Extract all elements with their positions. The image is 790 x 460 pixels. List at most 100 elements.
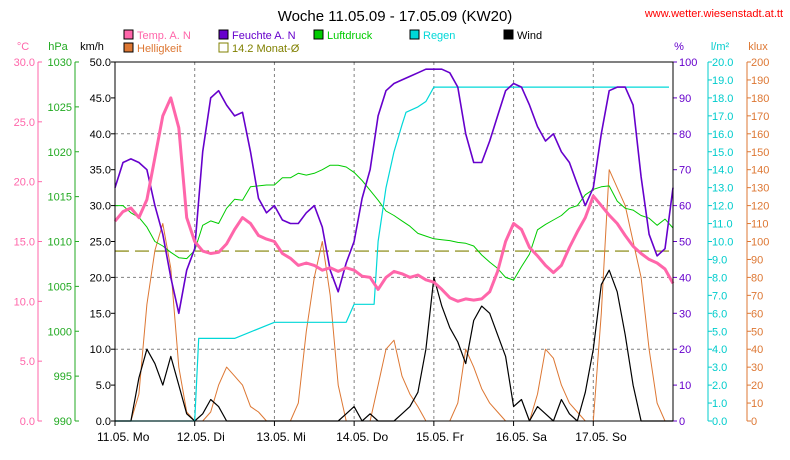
humidity-axis-tick-label: 100 (679, 57, 697, 69)
light-axis-tick-label: 10 (751, 398, 763, 410)
light-axis-unit: klux (748, 41, 768, 53)
wind-axis-tick-label: 45.0 (90, 93, 111, 105)
rain-axis-tick-label: 6.0 (712, 308, 727, 320)
series-layer (113, 68, 675, 422)
chart-title: Woche 11.05.09 - 17.05.09 (KW20) (278, 8, 513, 25)
rain-axis-tick-label: 14.0 (712, 165, 733, 177)
light-axis-tick-label: 130 (751, 183, 769, 195)
humidity-axis-tick-label: 70 (679, 165, 691, 177)
rain-axis-tick-label: 17.0 (712, 111, 733, 123)
x-axis-tick-label: 13.05. Mi (256, 430, 305, 444)
light-axis-tick-label: 190 (751, 75, 769, 87)
humidity-axis-tick-label: 10 (679, 380, 691, 392)
legend-swatch (503, 29, 514, 40)
humidity-axis-tick-label: 20 (679, 344, 691, 356)
rain-line (115, 86, 669, 422)
light-axis-tick-label: 0 (751, 416, 757, 428)
wind-axis-tick-label: 15.0 (90, 308, 111, 320)
rain-axis-tick-label: 2.0 (712, 380, 727, 392)
legend-swatch (218, 42, 229, 53)
light-axis-tick-label: 140 (751, 165, 769, 177)
rain-axis-tick-label: 7.0 (712, 290, 727, 302)
temp-axis-unit: °C (17, 41, 29, 53)
plot-border (114, 61, 674, 422)
brightness-line (115, 169, 673, 422)
legend-label: 14.2 Monat-Ø (232, 43, 300, 55)
rain-axis-tick-label: 15.0 (712, 147, 733, 159)
humidity-axis-tick-label: 40 (679, 272, 691, 284)
rain-axis-tick-label: 18.0 (712, 93, 733, 105)
legend-label: Luftdruck (327, 30, 373, 42)
pressure-axis-tick-label: 1010 (48, 237, 72, 249)
wind-axis-tick-label: 5.0 (96, 380, 111, 392)
legend-label: Regen (423, 30, 455, 42)
wind-axis-tick-label: 10.0 (90, 344, 111, 356)
rain-axis-unit: l/m² (711, 41, 730, 53)
light-axis-tick-label: 70 (751, 290, 763, 302)
pressure-axis-tick-label: 1015 (48, 192, 72, 204)
temp-axis-tick-label: 0.0 (20, 416, 35, 428)
x-axis-tick-label: 11.05. Mo (97, 430, 150, 444)
humidity-axis-tick-label: 30 (679, 308, 691, 320)
rain-axis-tick-label: 8.0 (712, 272, 727, 284)
rain-axis-tick-label: 16.0 (712, 129, 733, 141)
light-axis-tick-label: 150 (751, 147, 769, 159)
legend-label: Helligkeit (137, 43, 182, 55)
x-axis-tick-label: 14.05. Do (336, 430, 388, 444)
rain-axis-tick-label: 3.0 (712, 362, 727, 374)
y-axes: °C30.025.020.015.010.05.00.0hPa103010251… (14, 41, 770, 428)
wind-axis-tick-label: 30.0 (90, 201, 111, 213)
temperature-line (113, 96, 675, 303)
rain-axis-tick-label: 19.0 (712, 75, 733, 87)
light-axis-tick-label: 40 (751, 344, 763, 356)
wind-axis-tick-label: 50.0 (90, 57, 111, 69)
humidity-axis-tick-label: 0 (679, 416, 685, 428)
rain-axis-tick-label: 10.0 (712, 237, 733, 249)
plot-frame (114, 61, 674, 422)
pressure-axis-tick-label: 1005 (48, 281, 72, 293)
legend-label: Wind (517, 30, 542, 42)
rain-axis-tick-label: 12.0 (712, 201, 733, 213)
humidity-axis-tick-label: 60 (679, 201, 691, 213)
light-axis-tick-label: 80 (751, 272, 763, 284)
legend-swatch (218, 29, 229, 40)
rain-axis-tick-label: 13.0 (712, 183, 733, 195)
light-axis-tick-label: 60 (751, 308, 763, 320)
light-axis-tick-label: 90 (751, 254, 763, 266)
light-axis-tick-label: 110 (751, 219, 769, 231)
pressure-line (115, 164, 674, 281)
humidity-axis-unit: % (674, 41, 684, 53)
temp-axis-tick-label: 15.0 (14, 237, 35, 249)
pressure-axis-tick-label: 1000 (48, 326, 72, 338)
light-axis-tick-label: 160 (751, 129, 769, 141)
light-axis-tick-label: 120 (751, 201, 769, 213)
legend-swatch (123, 29, 134, 40)
temp-axis-tick-label: 5.0 (20, 356, 35, 368)
legend-swatch (313, 29, 324, 40)
x-axis-tick-label: 15.05. Fr (416, 430, 464, 444)
light-axis-tick-label: 20 (751, 380, 763, 392)
pressure-axis-tick-label: 1025 (48, 102, 72, 114)
temp-axis-tick-label: 25.0 (14, 117, 35, 129)
humidity-axis-tick-label: 50 (679, 237, 691, 249)
light-axis-tick-label: 50 (751, 326, 763, 338)
light-axis-tick-label: 200 (751, 57, 769, 69)
pressure-axis-tick-label: 1030 (48, 57, 72, 69)
humidity-axis-tick-label: 80 (679, 129, 691, 141)
light-axis-tick-label: 170 (751, 111, 769, 123)
x-axis-tick-label: 16.05. Sa (496, 430, 548, 444)
pressure-axis-tick-label: 1020 (48, 147, 72, 159)
rain-axis-tick-label: 9.0 (712, 254, 727, 266)
grid (115, 62, 673, 421)
rain-axis-tick-label: 5.0 (712, 326, 727, 338)
humidity-line (114, 68, 674, 315)
pressure-axis-tick-label: 995 (54, 371, 72, 383)
source-url-link[interactable]: www.wetter.wiesenstadt.at.tt (644, 8, 783, 20)
pressure-axis-tick-label: 990 (54, 416, 72, 428)
temp-axis-tick-label: 10.0 (14, 296, 35, 308)
light-axis-tick-label: 180 (751, 93, 769, 105)
rain-axis-tick-label: 1.0 (712, 398, 727, 410)
temp-axis-tick-label: 30.0 (14, 57, 35, 69)
